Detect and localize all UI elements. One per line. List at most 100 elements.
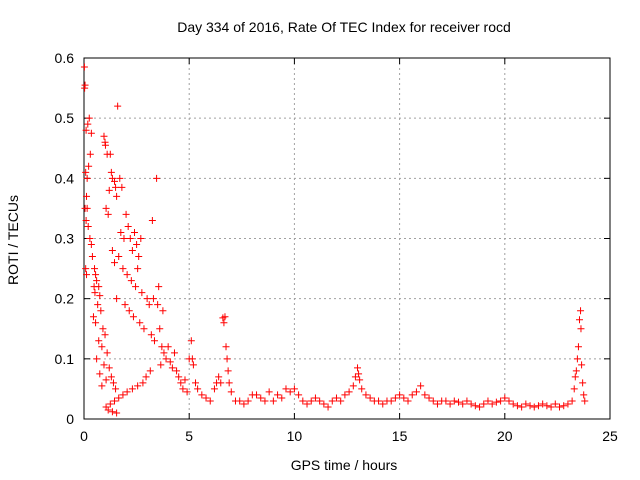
y-tick-label: 0.3 — [55, 231, 75, 247]
data-point — [85, 114, 93, 122]
data-point — [87, 241, 95, 249]
data-point — [124, 222, 132, 230]
data-point — [358, 385, 366, 393]
data-points — [80, 63, 589, 417]
data-point — [332, 394, 340, 402]
data-point — [119, 265, 127, 273]
data-point — [351, 373, 359, 381]
data-point — [224, 367, 232, 375]
data-point — [471, 402, 479, 410]
data-point — [92, 319, 100, 327]
data-point — [269, 397, 277, 405]
data-point — [136, 319, 144, 327]
data-point — [188, 355, 196, 363]
data-point — [82, 265, 90, 273]
data-point — [118, 183, 126, 191]
data-point — [94, 301, 102, 309]
data-point — [578, 361, 586, 369]
data-point — [100, 132, 108, 140]
data-point — [105, 186, 113, 194]
data-point — [556, 403, 564, 411]
data-point — [560, 402, 568, 410]
data-point — [404, 397, 412, 405]
data-point — [286, 388, 294, 396]
data-point — [198, 391, 206, 399]
data-point — [265, 388, 273, 396]
data-point — [501, 394, 509, 402]
data-point — [240, 400, 248, 408]
data-point — [391, 394, 399, 402]
x-tick-label: 10 — [287, 428, 303, 444]
data-point — [98, 343, 106, 351]
data-point — [223, 355, 231, 363]
data-point — [572, 367, 580, 375]
data-point — [126, 235, 134, 242]
data-point — [84, 120, 92, 128]
data-point — [139, 379, 147, 387]
y-tick-label: 0.5 — [55, 110, 75, 126]
data-point — [356, 376, 364, 384]
data-point — [96, 370, 104, 378]
data-point — [111, 177, 119, 185]
data-point — [446, 400, 454, 408]
data-point — [103, 349, 111, 357]
data-point — [113, 409, 121, 417]
data-point — [421, 391, 429, 399]
data-point — [577, 325, 585, 333]
data-point — [125, 307, 133, 315]
data-point — [83, 192, 91, 200]
data-point — [82, 126, 90, 134]
data-point — [149, 295, 157, 303]
data-point — [215, 373, 223, 381]
data-point — [476, 403, 484, 411]
data-point — [115, 253, 123, 261]
data-point — [497, 397, 505, 405]
data-point — [551, 400, 559, 408]
data-point — [337, 397, 345, 405]
data-point — [113, 295, 121, 303]
data-point — [303, 400, 311, 408]
data-point — [362, 391, 370, 399]
data-point — [210, 385, 218, 393]
data-point — [450, 397, 458, 405]
data-point — [123, 388, 131, 396]
data-point — [175, 373, 183, 381]
data-point — [570, 385, 578, 393]
x-tick-label: 15 — [392, 428, 408, 444]
data-point — [355, 370, 363, 378]
data-point — [86, 235, 94, 242]
data-point — [202, 394, 210, 402]
data-point — [111, 397, 119, 405]
data-point — [166, 358, 174, 366]
chart-title: Day 334 of 2016, Rate Of TEC Index for r… — [177, 19, 511, 35]
data-point — [130, 228, 138, 236]
data-point — [113, 192, 121, 200]
data-point — [120, 235, 128, 242]
data-point — [534, 402, 542, 410]
x-tick-label: 20 — [497, 428, 513, 444]
data-point — [102, 376, 110, 384]
y-axis-label: ROTI / TECUs — [5, 195, 21, 285]
data-point — [158, 343, 166, 351]
data-point — [244, 397, 252, 405]
data-point — [227, 388, 235, 396]
data-point — [153, 174, 161, 182]
data-point — [433, 400, 441, 408]
data-point — [116, 174, 124, 182]
data-point — [84, 222, 92, 230]
data-point — [345, 388, 353, 396]
data-point — [400, 394, 408, 402]
data-point — [162, 355, 170, 363]
x-tick-label: 25 — [602, 428, 618, 444]
data-point — [101, 141, 109, 149]
data-point — [137, 235, 145, 242]
data-point — [274, 391, 282, 399]
data-point — [455, 398, 463, 406]
data-point — [220, 319, 228, 327]
data-point — [101, 331, 109, 339]
data-point — [108, 247, 116, 255]
data-point — [222, 343, 230, 351]
data-point — [127, 277, 135, 285]
data-point — [299, 397, 307, 405]
